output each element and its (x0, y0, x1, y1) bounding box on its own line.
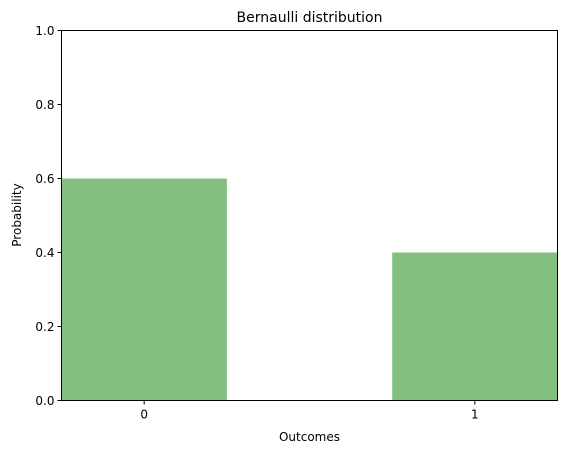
y-tick-label-1: 0.2 (35, 320, 54, 334)
x-tick-label-1: 1 (471, 408, 479, 422)
bars-group (61, 178, 558, 401)
y-tick-label-0: 0.0 (35, 394, 54, 408)
y-tick-label-3: 0.6 (35, 172, 54, 186)
y-tick-label-2: 0.4 (35, 246, 54, 260)
y-tick-label-4: 0.8 (35, 98, 54, 112)
y-tick-label-5: 1.0 (35, 24, 54, 38)
y-axis-label: Probability (10, 183, 24, 246)
x-axis-label: Outcomes (279, 430, 340, 444)
bar-1 (392, 252, 558, 401)
bar-0 (61, 178, 227, 401)
x-tick-label-0: 0 (140, 408, 148, 422)
chart-title: Bernaulli distribution (237, 10, 383, 26)
ticks-group: 0 1 0.0 0.2 0.4 0.6 0.8 1.0 (35, 24, 478, 422)
plot-frame (61, 30, 558, 401)
